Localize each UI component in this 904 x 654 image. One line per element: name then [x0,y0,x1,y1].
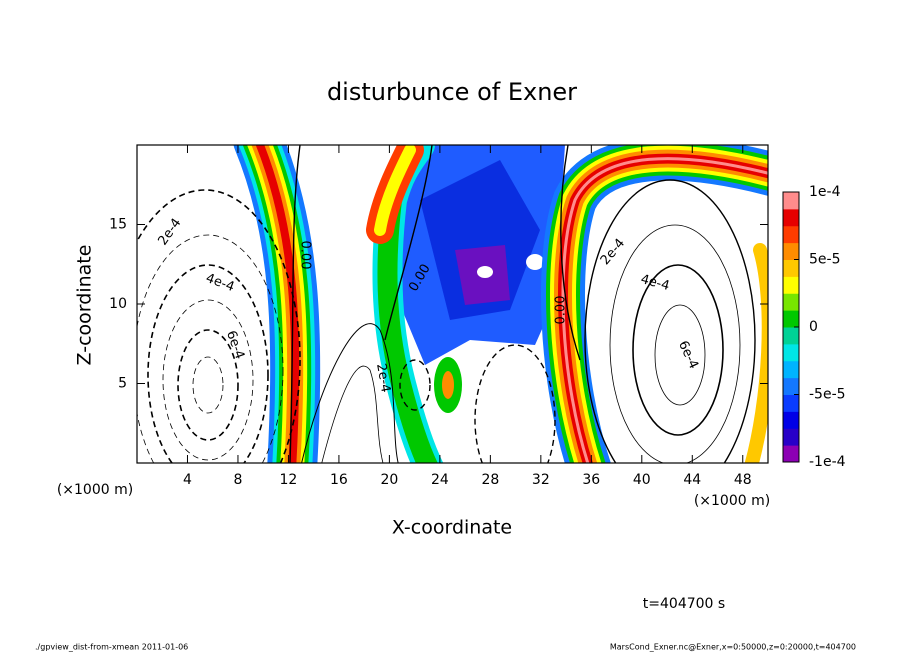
colorbar-tick-label: -1e-4 [809,454,846,470]
contour-label: 2e-4 [373,362,393,393]
footer-right: MarsCond_Exner.nc@Exner,x=0:50000,z=0:20… [610,643,856,652]
colorbar-band [783,327,799,345]
x-unit-right: (×1000 m) [694,493,770,509]
footer-left: ./gpview_dist-from-xmean 2011-01-06 [35,643,188,652]
colorbar-band [783,276,799,294]
band-center [366,145,444,463]
x-tick-label: 12 [280,472,298,488]
colorbar-band [783,242,799,260]
x-tick-label: 4 [183,472,192,488]
colorbar-band [783,225,799,244]
colorbar-tick-label: 0 [809,319,818,335]
colorbar-band [783,293,799,311]
time-label: t=404700 s [643,596,725,612]
y-tick-label: 5 [118,376,127,392]
x-unit: (×1000 m) [57,482,133,498]
hole [477,266,493,278]
y-tick-label: 15 [109,217,127,233]
colorbar-band [783,445,799,463]
hole [526,254,544,270]
bands [233,145,768,463]
x-tick-label: 20 [380,472,398,488]
x-tick-label: 32 [532,472,550,488]
contours [137,145,756,463]
x-axis-label: X-coordinate [392,517,512,539]
contour-label: 0.00 [298,241,313,270]
x-tick-label: 8 [233,472,242,488]
colorbar-band [783,394,799,412]
colorbar-band [783,428,799,446]
colorbar-band [783,360,799,379]
y-axis-label: Z-coordinate [74,245,96,366]
colorbar-tick-label: -5e-5 [809,387,846,403]
x-tick-label: 44 [683,472,701,488]
positive-blob [442,371,454,399]
x-tick-label: 36 [582,472,600,488]
band-left [233,145,321,463]
chart-title: disturbunce of Exner [327,78,577,106]
y-tick-label: 10 [109,296,127,312]
x-tick-label: 16 [330,472,348,488]
x-tick-label: 48 [734,472,752,488]
field [137,145,768,463]
colorbar-band [783,310,799,328]
band-right [541,145,768,463]
contour-label: 4e-4 [639,272,671,294]
x-tick-label: 24 [431,472,449,488]
contour-label: 0.00 [554,296,569,325]
colorbar-band [783,377,799,395]
colorbar-band [783,259,799,277]
colorbar-tick-label: 5e-5 [809,252,840,268]
x-tick-label: 40 [633,472,651,488]
colorbar-band [783,208,799,227]
negative-core [420,160,540,320]
colorbar-tick-label: 1e-4 [809,184,841,200]
colorbar-band [783,411,799,429]
colorbar-band [783,343,799,362]
colorbar-band [783,192,799,210]
x-tick-label: 28 [481,472,499,488]
